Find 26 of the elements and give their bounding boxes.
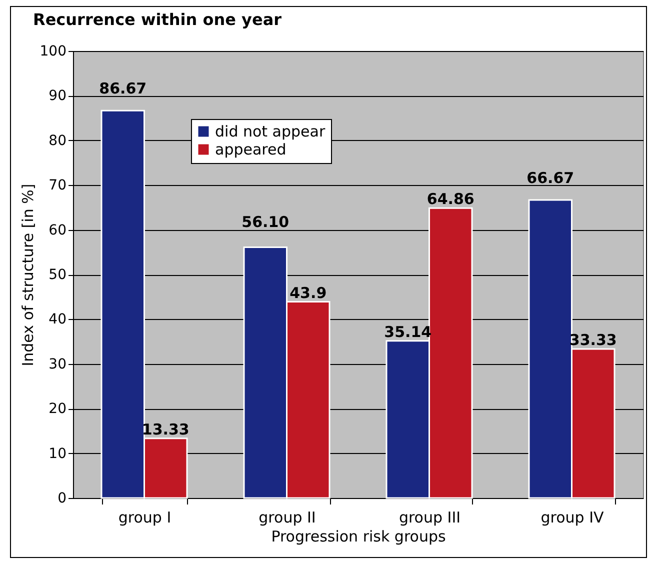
y-tick-label: 90: [48, 88, 66, 104]
x-tick-label: group I: [118, 508, 172, 526]
x-axis-title: Progression risk groups: [271, 528, 446, 546]
chart-title: Recurrence within one year: [33, 10, 282, 29]
data-label: 56.10: [242, 213, 290, 232]
y-tick-label: 0: [58, 490, 66, 506]
y-tick-label: 10: [48, 446, 66, 462]
y-tick-label: 100: [40, 44, 66, 60]
data-label: 43.9: [290, 284, 327, 302]
data-label: 86.67: [99, 80, 147, 98]
data-label: 64.86: [426, 190, 474, 208]
y-axis-title: Index of structure [in %]: [18, 184, 37, 366]
y-tick-label: 60: [48, 222, 66, 238]
y-tick-label: 70: [48, 178, 66, 194]
y-tick-label: 30: [48, 356, 66, 372]
y-tick-label: 50: [48, 267, 66, 283]
x-tick-label: group II: [258, 508, 316, 526]
y-tick-label: 80: [48, 132, 66, 149]
legend-label: appeared: [215, 140, 286, 158]
data-label: 66.67: [526, 168, 574, 187]
x-tick-label: group III: [398, 508, 461, 526]
data-label: 13.33: [142, 420, 190, 438]
legend-label: did not appear: [215, 122, 326, 140]
y-tick-label: 40: [48, 312, 66, 328]
y-tick-label: 20: [48, 401, 66, 418]
x-tick-label: group IV: [540, 508, 604, 526]
